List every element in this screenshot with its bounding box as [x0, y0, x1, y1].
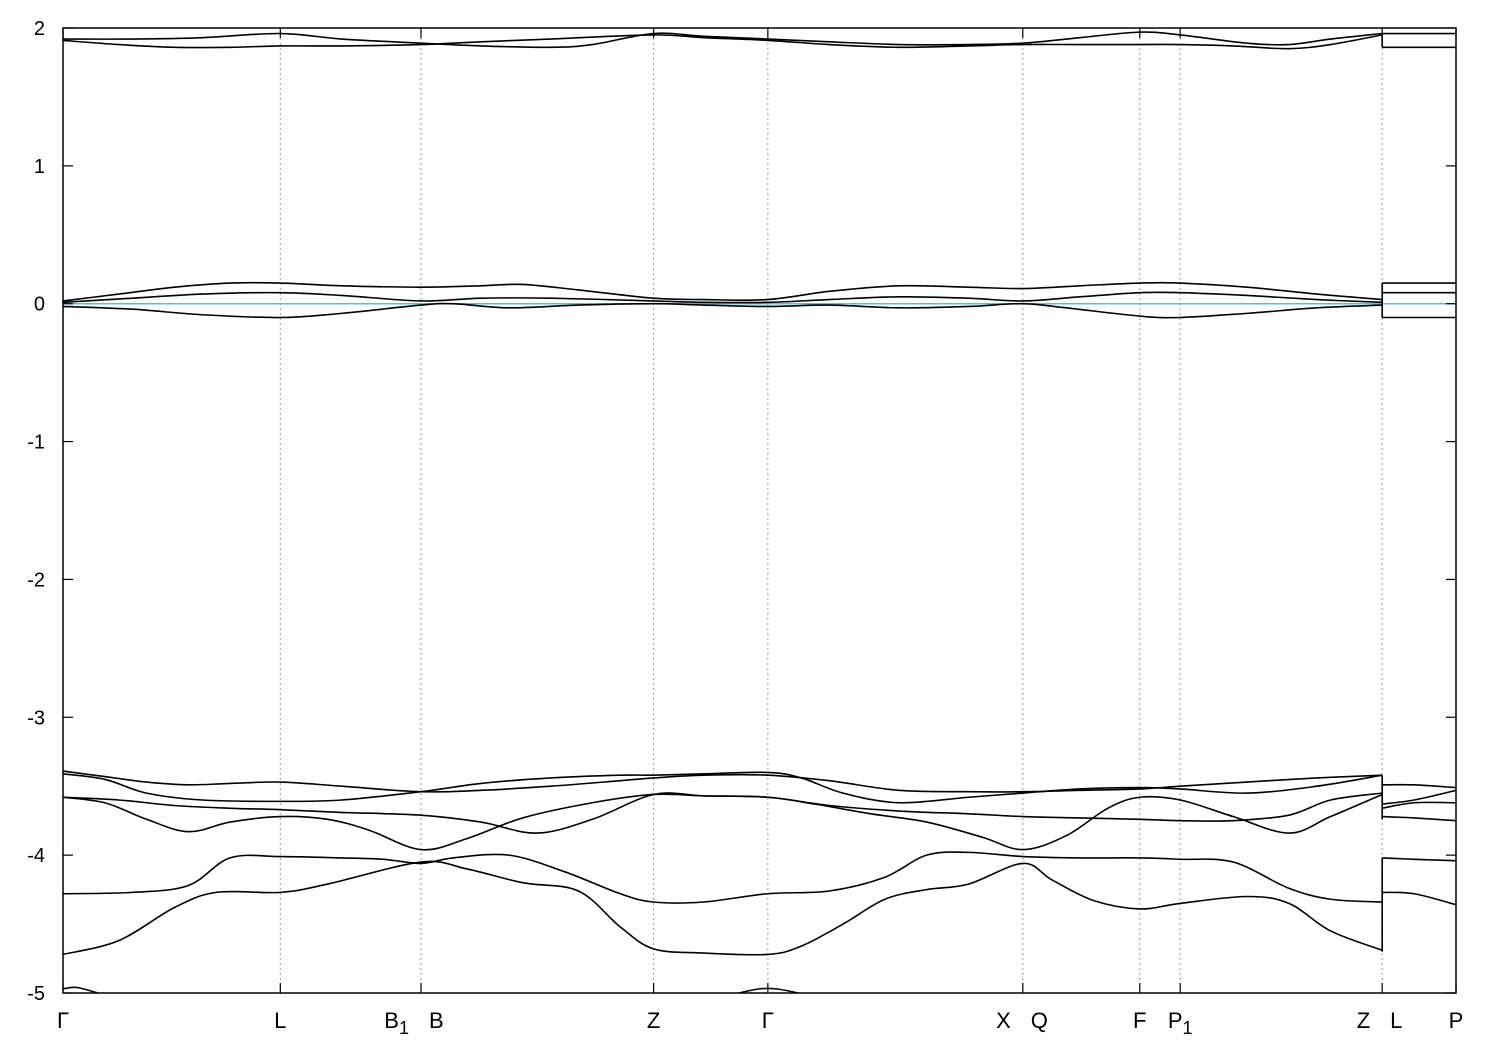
y-tick-label: 2: [34, 18, 45, 40]
kpoint-label: Γ: [57, 1008, 69, 1033]
kpoint-label: F: [1133, 1008, 1146, 1033]
band-line: [62, 792, 1383, 834]
band-line: [1382, 783, 1457, 789]
y-tick-label: 0: [34, 294, 45, 316]
y-tick-label: -5: [27, 983, 45, 1005]
band-line: [1382, 815, 1457, 822]
y-tick-label: -2: [27, 569, 45, 591]
band-line: [62, 986, 99, 994]
kpoint-label: P: [1449, 1008, 1464, 1033]
band-line: [62, 31, 1383, 49]
y-tick-label: -1: [27, 432, 45, 454]
y-axis-ticks: -5 -4 -3 -2 -1 0 1 2: [27, 18, 1456, 1005]
kpoint-label: Γ: [762, 1008, 774, 1033]
band-lines: [62, 31, 1457, 994]
y-tick-label: -3: [27, 707, 45, 729]
plot-frame: [62, 27, 1457, 994]
band-line: [62, 860, 1383, 956]
band-line: [1382, 891, 1457, 906]
kpoint-label: Z: [1357, 1008, 1370, 1033]
kpoint-label-second: L: [1390, 1008, 1402, 1033]
kpoint-label: L: [274, 1008, 286, 1033]
band-line: [62, 281, 1383, 302]
band-line: [62, 291, 1383, 304]
band-line: [62, 34, 1383, 50]
band-line: [62, 302, 1383, 319]
band-line: [1382, 789, 1457, 805]
kpoint-label-second: B: [429, 1008, 444, 1033]
y-tick-label: -4: [27, 845, 45, 867]
band-line: [1382, 857, 1457, 862]
band-line: [62, 851, 1383, 904]
y-tick-label: 1: [34, 156, 45, 178]
band-line: [1382, 801, 1457, 810]
kpoint-label: X: [996, 1008, 1011, 1033]
kpoint-label: Z: [647, 1008, 660, 1033]
kpoint-gridlines: [279, 28, 1383, 993]
kpoint-label-second: Q: [1031, 1008, 1048, 1033]
band-line: [62, 771, 1383, 804]
